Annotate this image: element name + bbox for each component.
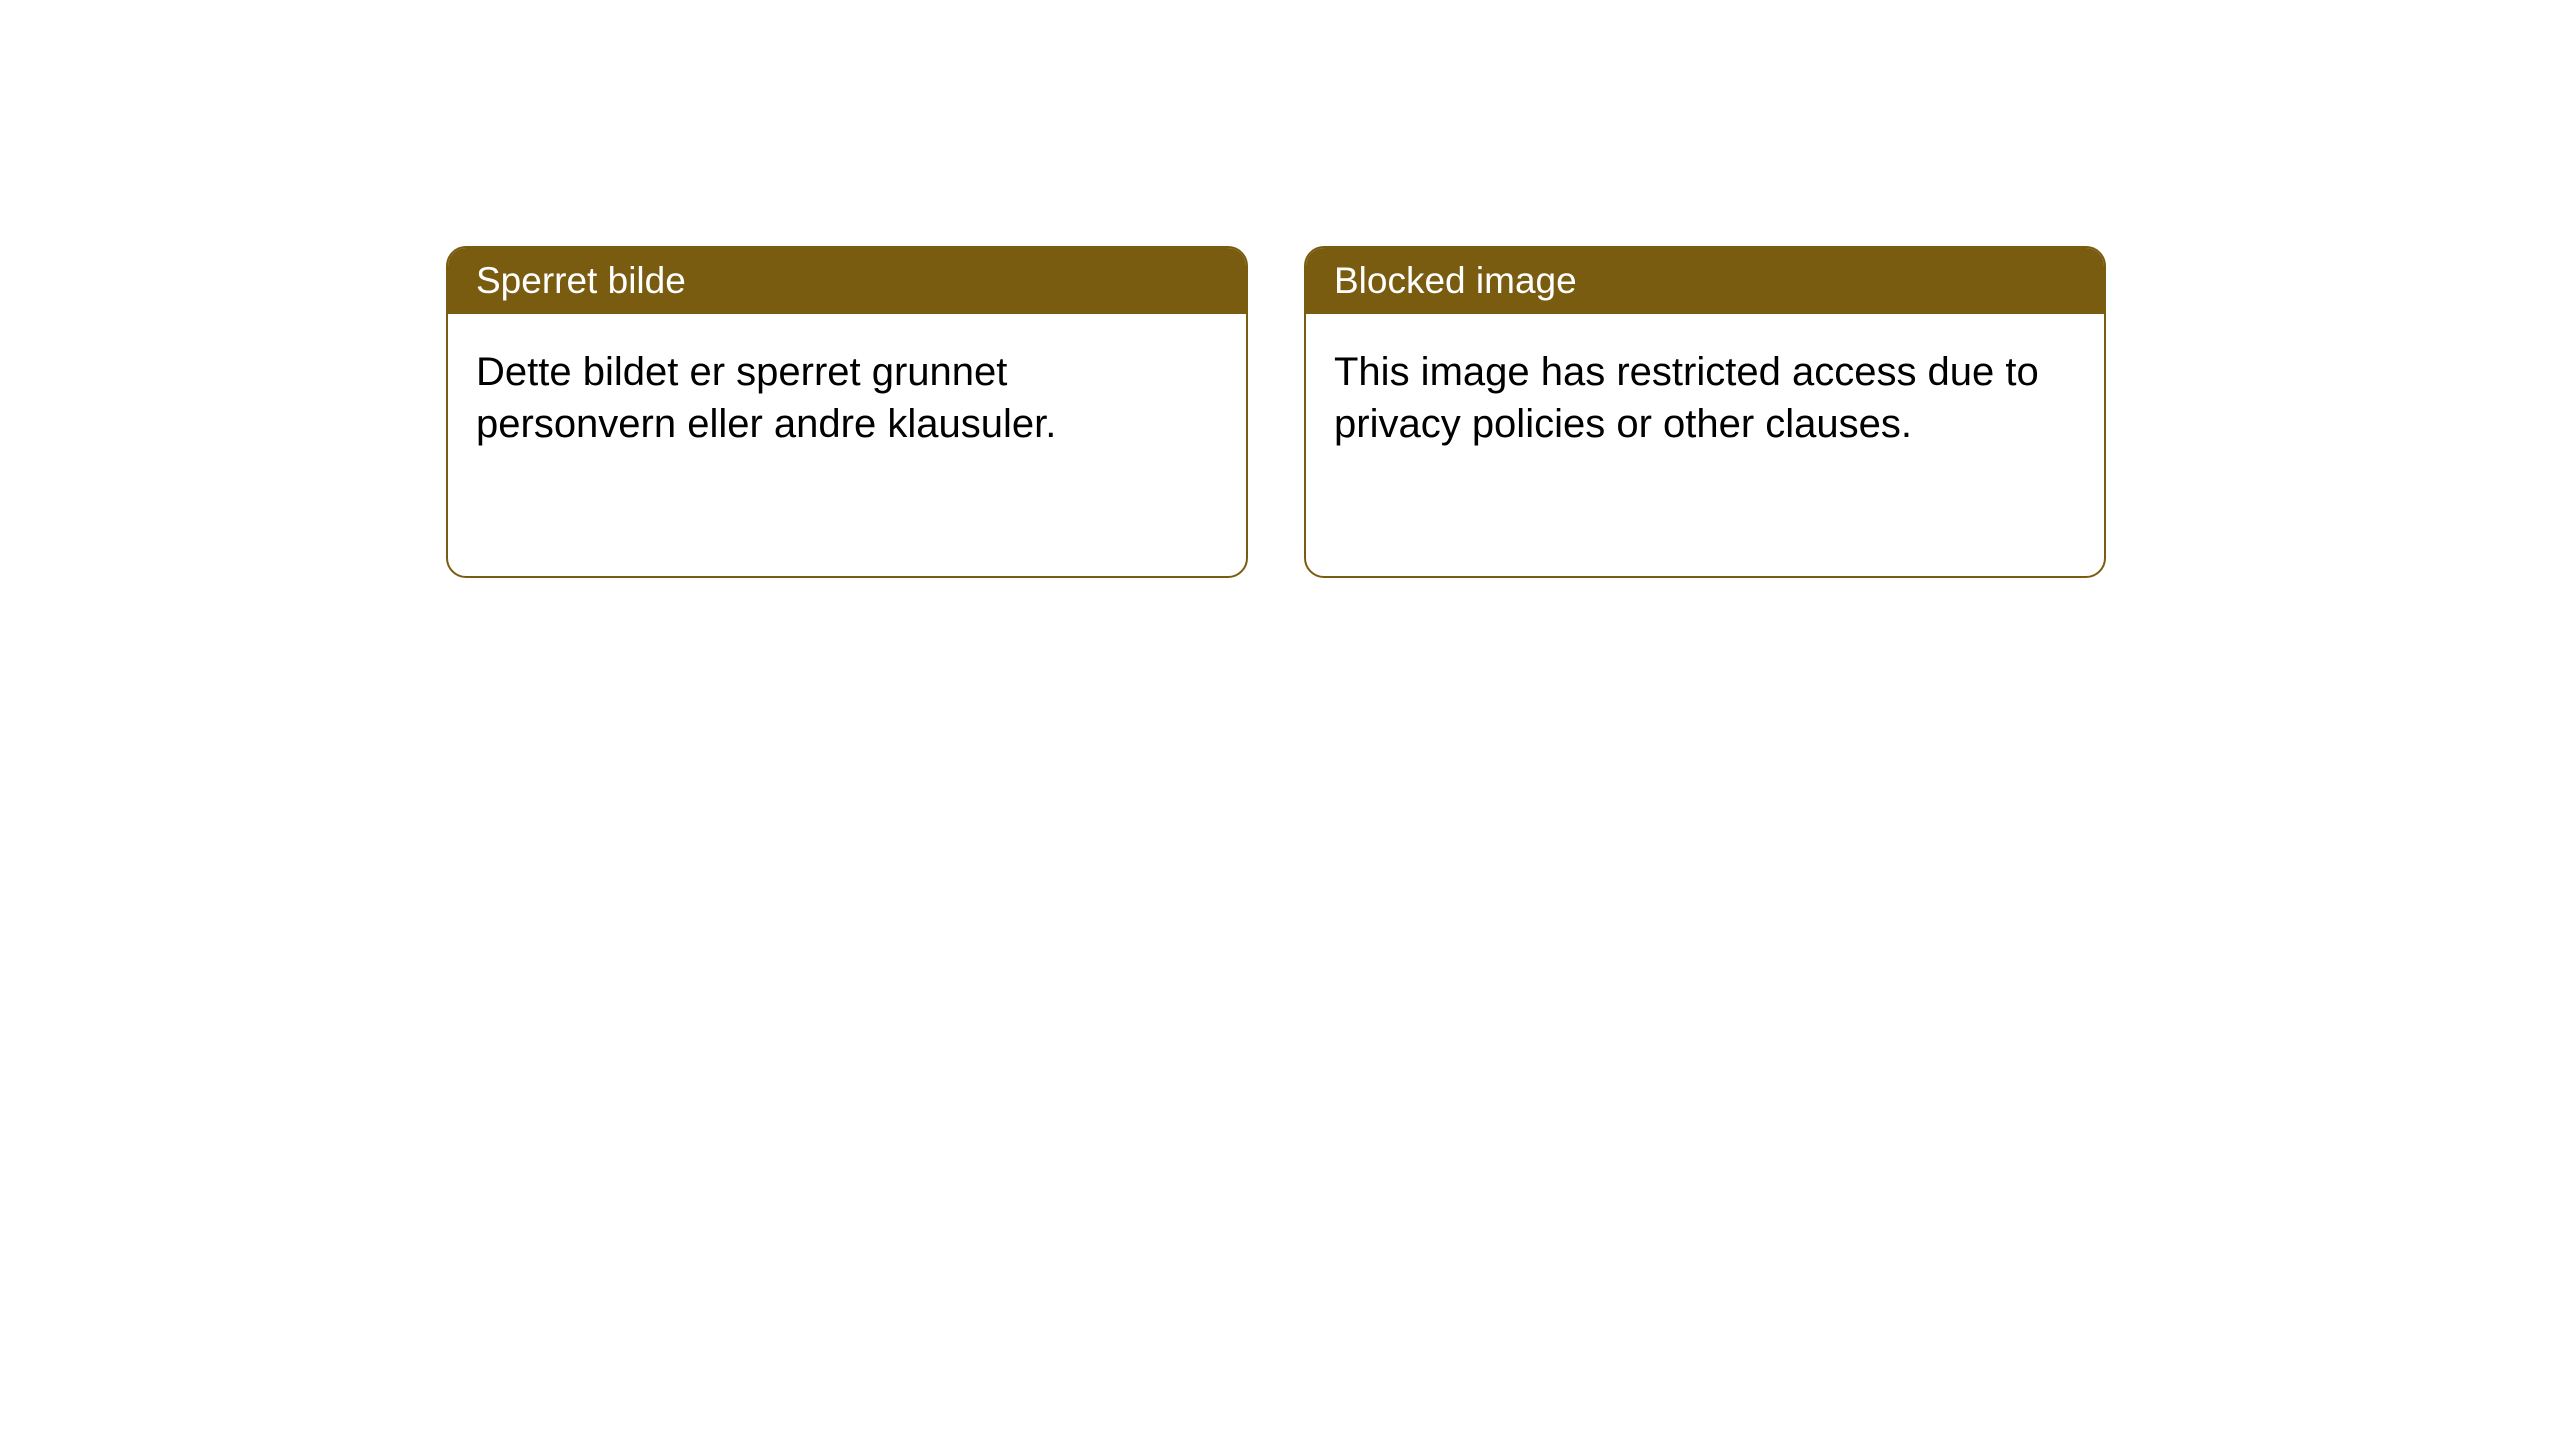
notice-card-english: Blocked image This image has restricted …	[1304, 246, 2106, 578]
notice-body-english: This image has restricted access due to …	[1306, 314, 2104, 482]
notice-card-norwegian: Sperret bilde Dette bildet er sperret gr…	[446, 246, 1248, 578]
notice-container: Sperret bilde Dette bildet er sperret gr…	[446, 246, 2106, 578]
notice-body-norwegian: Dette bildet er sperret grunnet personve…	[448, 314, 1246, 482]
notice-title-norwegian: Sperret bilde	[448, 248, 1246, 314]
notice-title-english: Blocked image	[1306, 248, 2104, 314]
